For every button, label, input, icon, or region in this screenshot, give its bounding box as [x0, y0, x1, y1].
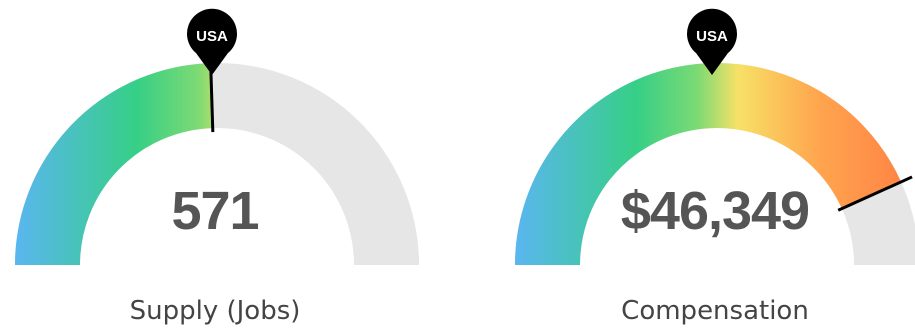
- supply-value: 571: [171, 181, 259, 241]
- supply-gauge-dial: USA: [15, 8, 419, 266]
- compensation-gauge: USA $46,349 Compensation: [500, 0, 915, 334]
- compensation-value: $46,349: [620, 181, 810, 241]
- compensation-label: Compensation: [621, 296, 809, 326]
- compensation-map-pin-icon: [687, 8, 737, 75]
- supply-gauge: USA 571 Supply (Jobs): [0, 0, 420, 334]
- supply-map-pin-icon: [187, 8, 237, 75]
- supply-gauge-fill: [15, 63, 214, 266]
- supply-usa-marker: USA: [187, 8, 237, 75]
- compensation-gauge-fill: [515, 63, 902, 266]
- supply-usa-marker-label: USA: [196, 28, 228, 45]
- compensation-gauge-needle: [837, 175, 913, 212]
- compensation-usa-marker-label: USA: [696, 28, 728, 45]
- supply-label: Supply (Jobs): [129, 296, 301, 326]
- compensation-usa-marker: USA: [687, 8, 737, 75]
- compensation-gauge-dial: USA: [515, 8, 915, 266]
